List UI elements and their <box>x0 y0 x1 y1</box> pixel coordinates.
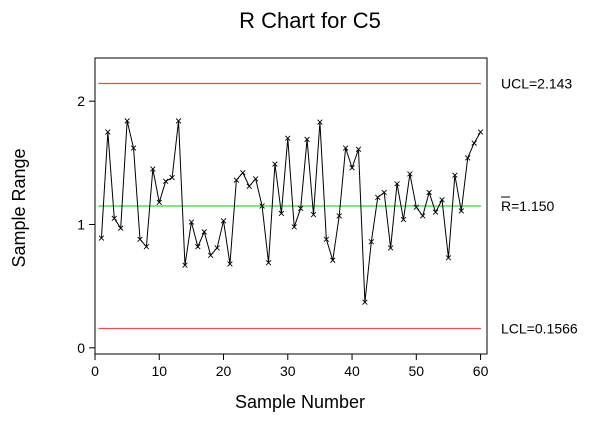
y-axis-title: Sample Range <box>9 148 29 267</box>
x-axis-title: Sample Number <box>235 392 365 412</box>
data-point <box>137 236 143 243</box>
data-point <box>477 129 484 135</box>
data-point <box>252 176 259 182</box>
x-tick-label: 50 <box>409 363 425 379</box>
data-point <box>175 118 182 124</box>
data-point <box>246 183 252 189</box>
chart-title: R Chart for C5 <box>239 8 381 33</box>
data-point <box>297 205 304 212</box>
data-point <box>432 209 439 215</box>
data-point <box>240 169 246 176</box>
data-point <box>381 189 387 196</box>
data-point <box>336 213 342 219</box>
data-point <box>182 262 188 268</box>
data-point <box>105 129 111 135</box>
data-point <box>233 177 240 183</box>
data-point <box>291 224 297 230</box>
data-point <box>259 203 265 209</box>
data-point <box>117 225 124 231</box>
data-point <box>439 197 445 203</box>
y-tick-label: 0 <box>77 340 85 356</box>
data-point <box>342 145 349 151</box>
data-point <box>220 218 227 224</box>
data-point <box>207 252 214 259</box>
x-tick-label: 20 <box>216 363 232 379</box>
control-limits <box>98 82 481 330</box>
x-tick-label: 60 <box>473 363 489 379</box>
data-point <box>465 155 471 161</box>
y-tick-label: 1 <box>77 217 85 233</box>
data-point <box>400 216 407 223</box>
series-line <box>100 120 482 303</box>
control-limit-labels: UCL=2.143 R=1.150 LCL=0.1566 <box>501 76 578 337</box>
data-point <box>407 171 413 177</box>
data-point <box>394 181 400 187</box>
data-point <box>130 145 137 151</box>
x-tick-label: 10 <box>151 363 167 379</box>
data-point <box>368 239 375 245</box>
data-point <box>471 140 477 146</box>
y-tick-label: 2 <box>77 93 85 109</box>
data-point <box>227 261 233 267</box>
data-point <box>111 215 117 222</box>
data-point <box>150 166 156 172</box>
data-point <box>265 260 272 266</box>
limit-label-rbar: R=1.150 <box>501 198 555 214</box>
x-tick-label: 30 <box>280 363 296 379</box>
data-point <box>362 299 368 305</box>
series-r-values <box>100 120 482 303</box>
data-point <box>375 194 381 201</box>
x-axis: 0 10 20 30 40 50 60 <box>91 354 489 379</box>
data-point <box>124 118 130 124</box>
data-point <box>445 255 452 261</box>
limit-label-ucl: UCL=2.143 <box>501 76 572 92</box>
x-tick-label: 40 <box>344 363 360 379</box>
data-point <box>285 135 291 141</box>
x-tick-label: 0 <box>91 363 99 379</box>
data-point <box>201 229 207 235</box>
data-point <box>330 257 336 263</box>
data-point <box>426 189 432 196</box>
data-point <box>452 172 458 178</box>
data-point <box>195 243 201 250</box>
data-point <box>214 245 220 251</box>
data-point <box>323 236 330 243</box>
data-point <box>317 119 323 125</box>
data-point <box>162 178 169 185</box>
limit-label-lcl: LCL=0.1566 <box>501 321 578 337</box>
data-point <box>420 213 426 219</box>
data-point <box>278 210 285 217</box>
data-point <box>355 146 362 152</box>
rbar-value: =1.150 <box>511 198 554 214</box>
rbar-symbol: R <box>501 198 511 214</box>
data-point <box>98 235 105 241</box>
data-point <box>156 199 162 206</box>
data-point <box>413 204 420 210</box>
data-point <box>169 174 175 181</box>
data-point <box>143 243 150 250</box>
data-point <box>272 161 278 167</box>
data-point <box>188 219 195 225</box>
y-axis: 0 1 2 <box>77 93 95 356</box>
data-point <box>310 211 317 218</box>
data-point <box>458 208 465 214</box>
data-point <box>304 136 310 143</box>
data-point <box>387 245 394 251</box>
data-point <box>349 165 355 171</box>
plot-area-frame <box>94 57 488 355</box>
series-markers <box>98 118 484 305</box>
